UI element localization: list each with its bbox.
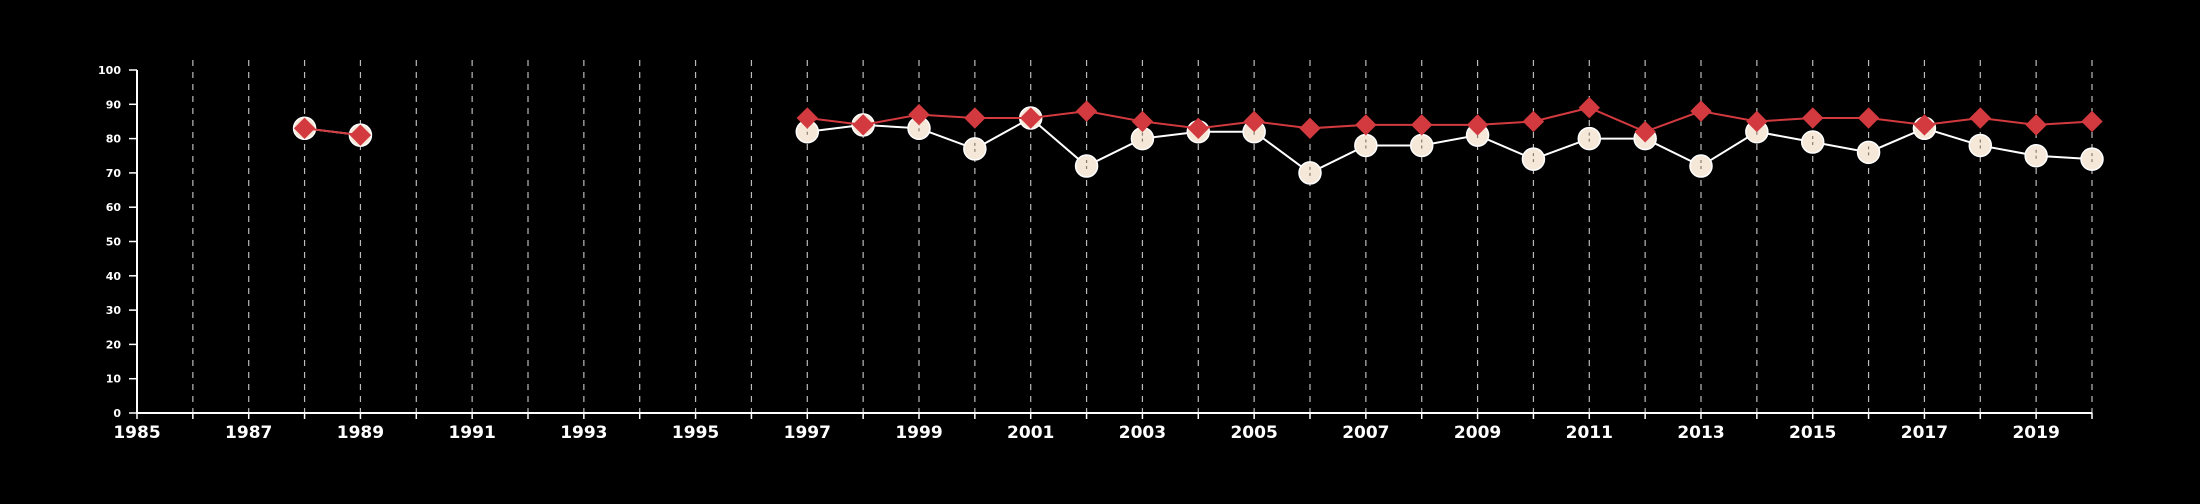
- data-point: [1746, 110, 1768, 133]
- series-diamond: [293, 97, 2103, 146]
- data-point: [1243, 110, 1265, 133]
- data-point: [1075, 100, 1098, 122]
- data-point: [796, 107, 818, 129]
- y-tick-label: 80: [106, 133, 122, 146]
- x-tick-label: 2009: [1454, 423, 1501, 443]
- data-point: [1690, 100, 1712, 122]
- data-point: [2081, 110, 2103, 133]
- y-tick-label: 50: [106, 236, 122, 249]
- axes: 0 10 20 30 40 50 60 70 80 90 100 1985 1987 1989 1991 19…: [98, 64, 2093, 443]
- x-tick-label: 2015: [1789, 423, 1836, 443]
- data-point: [1522, 110, 1545, 133]
- x-tick-label: 2011: [1566, 423, 1613, 443]
- y-tick-label: 20: [106, 338, 122, 351]
- data-point: [1355, 114, 1377, 136]
- y-tick-label: 40: [106, 270, 122, 283]
- data-point: [349, 124, 372, 146]
- series-group: [292, 97, 2104, 185]
- data-point: [1299, 117, 1321, 140]
- y-tick-label: 100: [98, 64, 121, 77]
- x-tick-label: 2013: [1677, 423, 1724, 443]
- x-tick-label: 2005: [1230, 423, 1277, 443]
- data-point: [1634, 121, 1656, 143]
- series-line: [807, 116, 2093, 175]
- data-point: [1131, 110, 1154, 133]
- y-tick-label: 60: [106, 201, 122, 214]
- x-tick-label: 1991: [448, 423, 495, 443]
- data-point: [1466, 114, 1489, 136]
- data-point: [1913, 114, 1936, 136]
- data-point: [852, 114, 874, 136]
- y-tick-label: 0: [113, 407, 121, 420]
- y-tick-label: 10: [106, 373, 122, 386]
- x-tick-label: 2019: [2012, 423, 2059, 443]
- data-point: [1020, 107, 1042, 129]
- x-tick-label: 2001: [1007, 423, 1054, 443]
- x-tick-label: 2017: [1901, 423, 1948, 443]
- y-tick-label: 30: [106, 304, 122, 317]
- data-point: [1802, 107, 1824, 129]
- y-tick-label: 70: [106, 167, 122, 180]
- x-tick-label: 1989: [337, 423, 384, 443]
- data-point: [1969, 107, 1991, 129]
- data-point: [1578, 97, 1600, 119]
- x-tick-label: 1985: [113, 423, 160, 443]
- data-point: [908, 103, 930, 126]
- x-tick-label: 2007: [1342, 423, 1389, 443]
- series-line: [807, 106, 2093, 133]
- x-tick-label: 1993: [560, 423, 607, 443]
- data-point: [1857, 107, 1880, 129]
- data-point: [964, 107, 986, 129]
- x-tick-label: 1999: [895, 423, 942, 443]
- data-point: [1411, 114, 1433, 136]
- data-point: [1187, 117, 1209, 140]
- x-tick-label: 1995: [672, 423, 719, 443]
- x-tick-label: 1987: [225, 423, 272, 443]
- data-point: [2025, 114, 2047, 136]
- y-tick-label: 90: [106, 98, 122, 111]
- x-tick-label: 1997: [784, 423, 831, 443]
- data-point: [293, 117, 316, 140]
- x-tick-label: 2003: [1119, 423, 1166, 443]
